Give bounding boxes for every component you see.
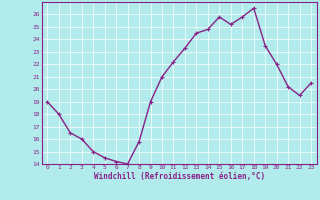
X-axis label: Windchill (Refroidissement éolien,°C): Windchill (Refroidissement éolien,°C) bbox=[94, 172, 265, 181]
